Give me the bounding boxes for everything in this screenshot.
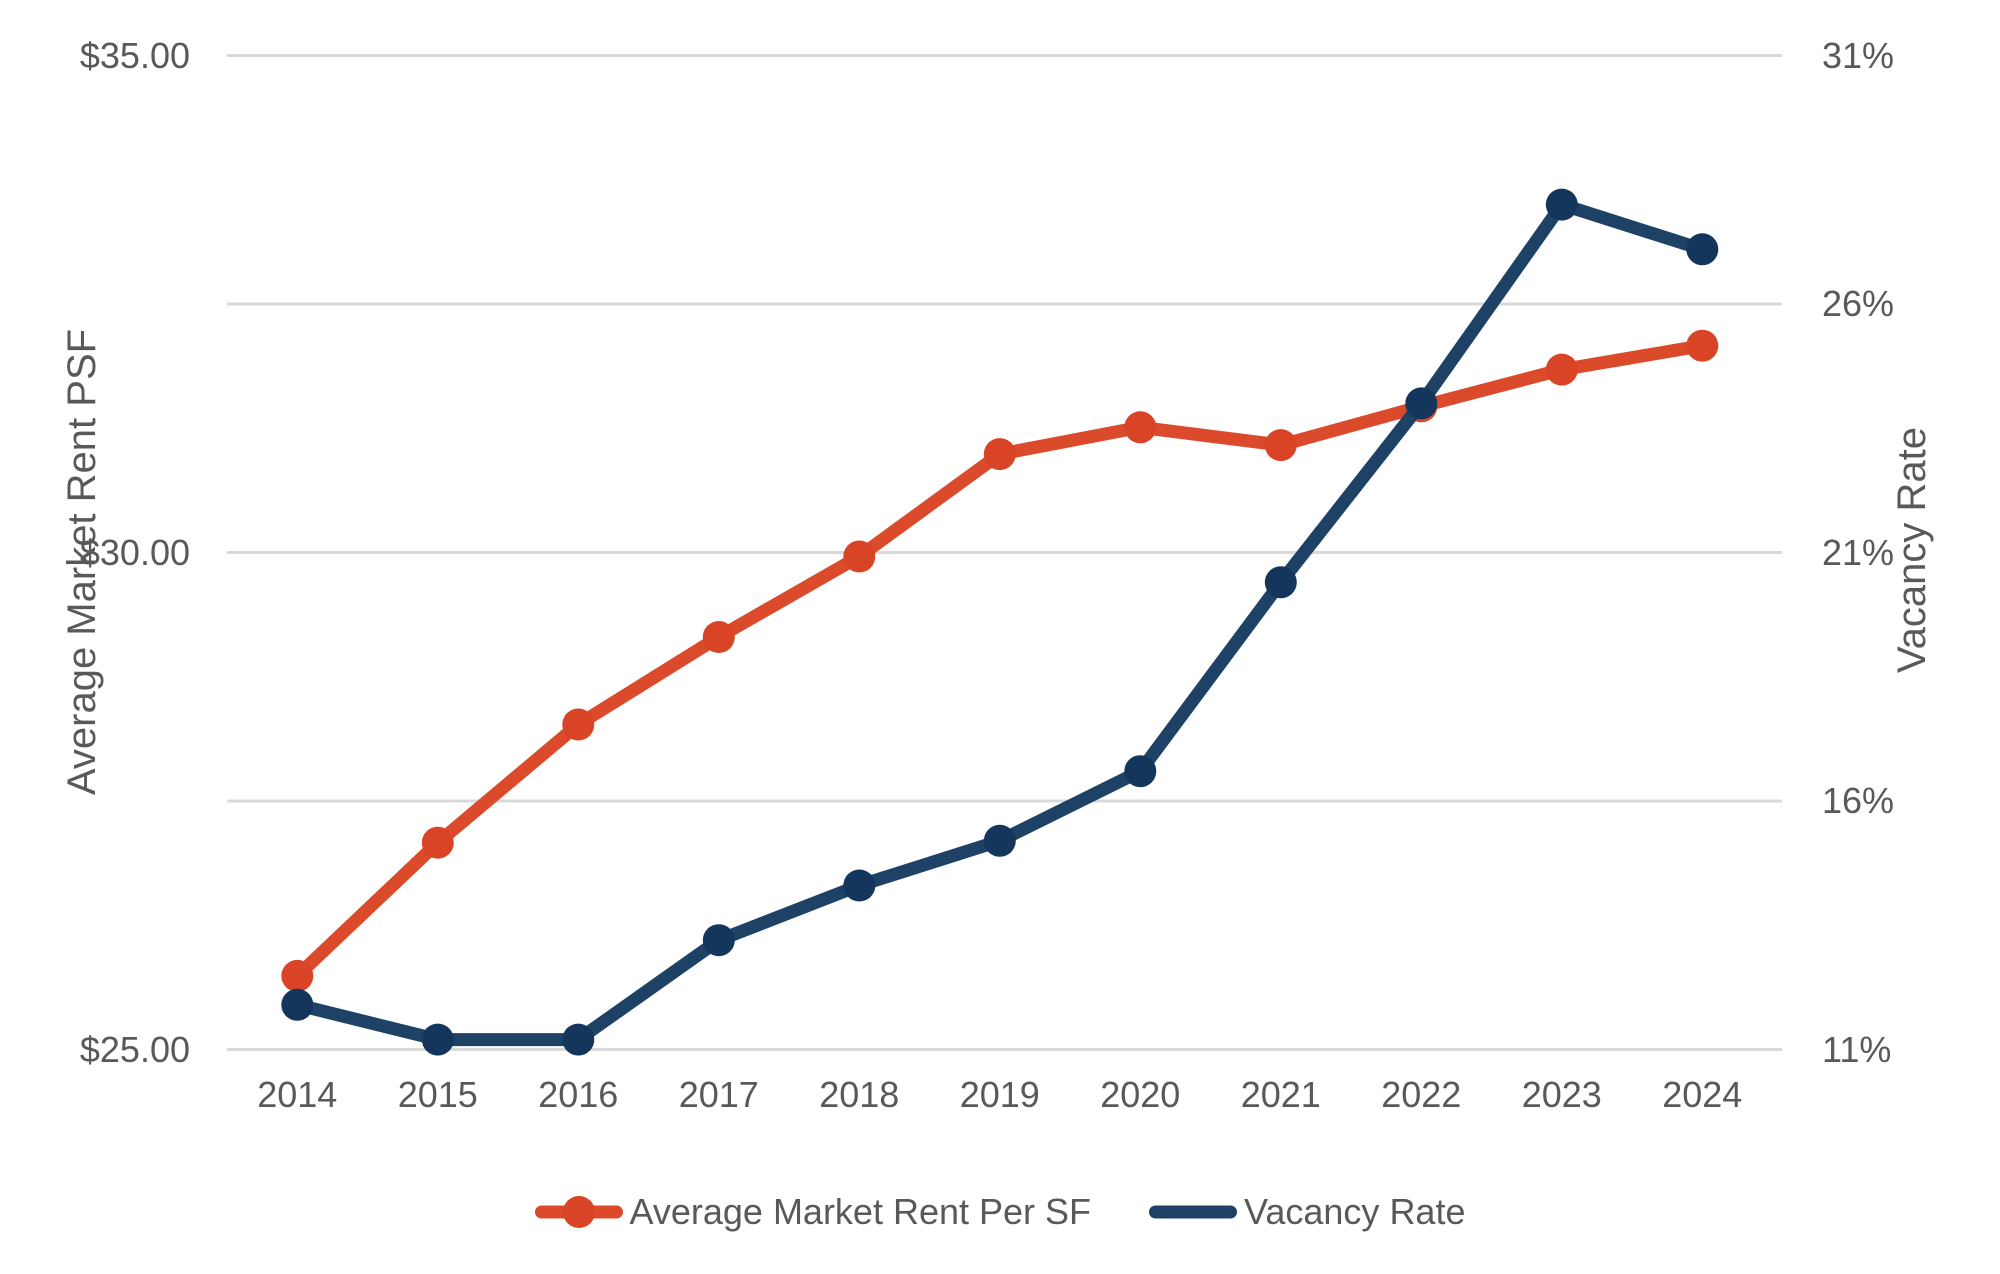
legend: Average Market Rent Per SF Vacancy Rate <box>0 1190 2000 1234</box>
marker-rent-2015 <box>421 826 454 859</box>
right-axis-tick-label: 26% <box>1822 283 1895 324</box>
left-axis-tick-label: $25.00 <box>79 1028 190 1070</box>
legend-item-vacancy: Vacancy Rate <box>1149 1194 1465 1230</box>
legend-label-rent: Average Market Rent Per SF <box>629 1191 1092 1232</box>
marker-rent-2014 <box>281 959 314 992</box>
legend-item-rent: Average Market Rent Per SF <box>534 1191 1092 1232</box>
x-axis-tick-label: 2024 <box>1662 1074 1743 1115</box>
marker-vacancy-2024 <box>1686 233 1719 266</box>
marker-vacancy-2018 <box>843 869 876 902</box>
marker-rent-2023 <box>1545 353 1578 386</box>
marker-vacancy-2014 <box>281 988 314 1021</box>
marker-rent-2019 <box>983 438 1016 471</box>
right-axis-tick-label: 16% <box>1822 780 1895 821</box>
x-axis-tick-label: 2021 <box>1240 1074 1321 1115</box>
marker-vacancy-2019 <box>983 824 1016 857</box>
rent-series-swatch-icon <box>534 1195 623 1229</box>
marker-vacancy-2020 <box>1124 755 1157 788</box>
marker-vacancy-2015 <box>421 1023 454 1056</box>
marker-rent-2018 <box>843 540 876 573</box>
right-axis-tick-label: 21% <box>1822 531 1895 573</box>
series-line-vacancy <box>290 198 1709 1047</box>
right-axis-tick-label: 11% <box>1822 1028 1892 1070</box>
x-axis-tick-label: 2018 <box>819 1074 900 1115</box>
right-axis-tick-label: 31% <box>1822 34 1895 76</box>
marker-vacancy-2016 <box>562 1023 595 1056</box>
marker-rent-2024 <box>1686 329 1719 362</box>
legend-label-vacancy: Vacancy Rate <box>1244 1191 1466 1232</box>
x-axis-tick-label: 2019 <box>959 1074 1040 1115</box>
marker-rent-2017 <box>702 621 735 653</box>
x-axis-tick-label: 2015 <box>397 1074 478 1115</box>
x-axis-tick-label: 2016 <box>538 1074 619 1115</box>
marker-vacancy-2017 <box>702 924 735 957</box>
marker-rent-2016 <box>562 708 595 741</box>
x-axis-tick-label: 2014 <box>257 1074 338 1115</box>
marker-vacancy-2021 <box>1264 566 1297 599</box>
marker-vacancy-2022 <box>1405 387 1438 420</box>
vacancy-series-swatch-icon <box>1149 1195 1238 1229</box>
marker-rent-2020 <box>1124 411 1157 444</box>
x-axis-tick-label: 2020 <box>1100 1074 1181 1115</box>
left-axis-tick-label: $30.00 <box>79 531 190 573</box>
marker-vacancy-2023 <box>1545 188 1578 221</box>
x-axis-tick-label: 2017 <box>678 1074 759 1115</box>
marker-rent-2021 <box>1264 429 1297 462</box>
right-axis-title: Vacancy Rate <box>1890 426 1934 674</box>
left-axis-tick-label: $35.00 <box>79 34 190 76</box>
x-axis-tick-label: 2023 <box>1521 1074 1602 1115</box>
x-axis-tick-label: 2022 <box>1381 1074 1462 1115</box>
